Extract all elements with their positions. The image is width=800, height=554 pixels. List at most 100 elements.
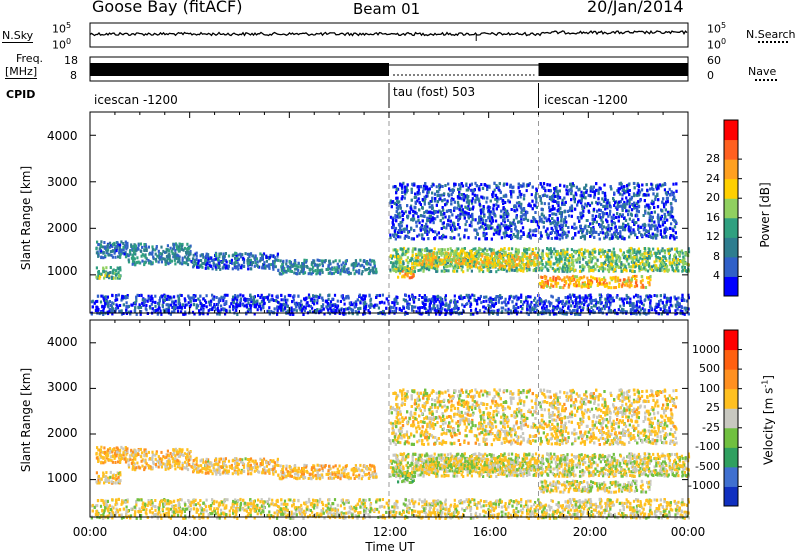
power-cell [491, 262, 494, 266]
power-cell [412, 247, 415, 251]
power-cell [617, 265, 620, 269]
velocity-cell [674, 474, 677, 478]
power-cell [681, 251, 684, 255]
power-cell [458, 262, 461, 266]
velocity-cell [631, 474, 634, 478]
power-cell [503, 251, 506, 255]
velocity-cell [603, 465, 607, 469]
power-cell [254, 258, 257, 262]
power-cell [412, 274, 415, 278]
power-cell [629, 269, 632, 273]
power-cell [465, 263, 468, 267]
power-cell [682, 255, 685, 259]
power-cell [264, 264, 267, 268]
velocity-cell [484, 460, 487, 464]
velocity-cell [668, 461, 671, 465]
velocity-cell [604, 463, 608, 467]
power-cell [540, 252, 543, 256]
power-cell [352, 265, 355, 269]
velocity-cell [541, 467, 544, 471]
power-cell [95, 251, 98, 255]
velocity-cell [132, 453, 135, 457]
velocity-cell [287, 472, 290, 476]
power-cell [498, 260, 502, 264]
velocity-cell [622, 468, 625, 472]
power-cell [663, 251, 667, 255]
power-cell [312, 265, 315, 269]
power-cell [550, 251, 553, 255]
power-cell [425, 264, 428, 268]
power-cell [167, 249, 171, 253]
velocity-cell [134, 468, 137, 472]
velocity-cell [463, 464, 466, 467]
velocity-cell [676, 463, 679, 467]
velocity-cell [301, 467, 305, 471]
velocity-cell [549, 470, 552, 474]
power-cell [644, 268, 647, 272]
power-cell [321, 262, 324, 266]
power-cell [516, 250, 519, 254]
power-cell [183, 261, 186, 265]
velocity-cell [170, 455, 173, 458]
power-cell [293, 271, 296, 275]
power-cell [395, 253, 398, 257]
power-cell [136, 256, 139, 260]
power-cell [303, 271, 307, 275]
velocity-cell [145, 452, 148, 456]
velocity-cell [392, 469, 395, 473]
power-cell [392, 262, 395, 266]
velocity-cell [406, 476, 409, 480]
velocity-cell [404, 458, 407, 462]
power-cell [102, 266, 105, 270]
velocity-cell [488, 475, 491, 478]
power-cell [425, 267, 428, 271]
velocity-cell [355, 475, 358, 479]
velocity-cell [626, 462, 629, 466]
power-cell [321, 264, 324, 268]
velocity-cell [473, 462, 476, 466]
velocity-cell [492, 453, 495, 457]
velocity-cell [428, 454, 431, 458]
velocity-cell [114, 481, 117, 485]
power-cell [413, 270, 416, 274]
power-cell [194, 260, 197, 264]
power-cell [496, 256, 499, 259]
velocity-cell [281, 471, 284, 474]
velocity-cell [623, 473, 626, 477]
velocity-cell [658, 462, 661, 465]
velocity-cell [638, 474, 641, 478]
velocity-cell [237, 458, 240, 462]
velocity-cell [286, 470, 289, 474]
power-cell [497, 260, 500, 264]
power-cell [457, 247, 460, 251]
velocity-cell [490, 474, 493, 478]
power-cell [433, 257, 436, 261]
power-cell [475, 249, 478, 253]
velocity-cell [281, 468, 284, 471]
velocity-cell [349, 476, 352, 480]
velocity-cell [233, 466, 236, 470]
velocity-cell [97, 474, 100, 478]
power-cell [434, 259, 437, 263]
velocity-cell [570, 468, 573, 472]
cpid-segment-2: tau (fost) 503 [393, 85, 476, 99]
velocity-cell [417, 461, 420, 465]
power-cell [404, 253, 407, 257]
velocity-cell [107, 476, 110, 480]
power-cell [459, 251, 462, 255]
power-cell [199, 254, 202, 258]
velocity-cell [558, 471, 562, 475]
power-cell [588, 254, 591, 258]
power-cell [103, 241, 106, 244]
power-cell [551, 250, 554, 253]
velocity-cell [530, 457, 533, 461]
velocity-cell [389, 459, 392, 463]
power-cell [511, 254, 514, 257]
velocity-cell [580, 474, 583, 478]
velocity-cell [468, 465, 472, 469]
power-cell [490, 248, 493, 252]
velocity-cell [458, 470, 461, 474]
velocity-cell [303, 476, 307, 480]
velocity-cell [558, 461, 562, 465]
velocity-cell [423, 471, 426, 474]
